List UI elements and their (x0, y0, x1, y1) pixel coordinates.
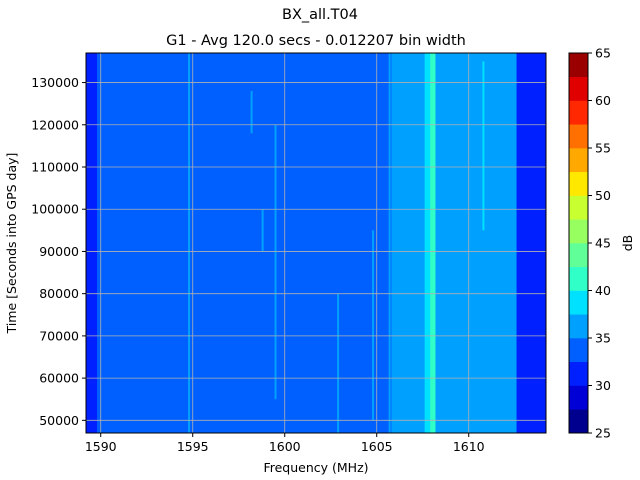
heatmap-spur (337, 293, 340, 433)
colorbar-swatch (569, 171, 588, 196)
colorbar-swatch (569, 409, 588, 434)
grid-lines (86, 53, 546, 433)
heatmap-band (339, 53, 374, 433)
chart-title: G1 - Avg 120.0 secs - 0.012207 bin width (166, 33, 466, 49)
x-tick-label: 1605 (361, 439, 393, 454)
heatmap-spur (261, 209, 264, 252)
y-tick-label: 60000 (39, 371, 79, 386)
y-tick-label: 100000 (31, 202, 79, 217)
heatmap-band (86, 53, 98, 433)
colorbar-swatch (569, 385, 588, 410)
colorbar-swatch (569, 314, 588, 339)
colorbar-swatch (569, 290, 588, 315)
heatmap-band (516, 53, 546, 433)
colorbar-ticks: 25 30 35 40 45 50 55 60 65 (588, 46, 611, 441)
y-tick-label: 110000 (31, 160, 79, 175)
colorbar-swatch (569, 100, 588, 125)
colorbar-swatch (569, 124, 588, 149)
y-tick-label: 90000 (39, 244, 79, 259)
colorbar: 25 30 35 40 45 50 55 60 65 dB (568, 46, 635, 441)
x-axis: 1590 1595 1600 1605 1610 (85, 433, 485, 454)
colorbar-tick-label: 25 (595, 426, 611, 441)
y-tick-label: 50000 (39, 413, 79, 428)
heatmap-band (373, 53, 392, 433)
y-axis: 50000 60000 70000 80000 90000 100000 110000 120… (31, 75, 86, 428)
colorbar-tick-label: 30 (595, 378, 611, 393)
heatmap-spur (372, 230, 375, 421)
colorbar-tick-label: 65 (595, 46, 611, 61)
x-axis-label: Frequency (MHz) (263, 460, 368, 475)
colorbar-swatch (569, 243, 588, 268)
plot-area (85, 52, 547, 434)
colorbar-swatch (569, 195, 588, 220)
x-tick-label: 1595 (177, 439, 209, 454)
y-axis-label: Time [Seconds into GPS day] (4, 153, 19, 335)
y-tick-label: 120000 (31, 117, 79, 132)
heatmap-spur (431, 53, 434, 433)
heatmap-spur (274, 124, 277, 400)
colorbar-swatches (569, 53, 588, 434)
x-tick-label: 1610 (453, 439, 485, 454)
colorbar-swatch (569, 219, 588, 244)
x-tick-label: 1590 (85, 439, 117, 454)
colorbar-tick-label: 35 (595, 331, 611, 346)
heatmap-spur (388, 53, 391, 433)
y-tick-label: 70000 (39, 328, 79, 343)
colorbar-swatch (569, 338, 588, 363)
heatmap-spur (188, 53, 191, 433)
heatmap-spur (399, 53, 402, 433)
colorbar-tick-label: 55 (595, 141, 611, 156)
heatmap-band (424, 53, 431, 433)
y-tick-label: 130000 (31, 75, 79, 90)
heatmap-band (435, 53, 517, 433)
colorbar-swatch (569, 53, 588, 78)
colorbar-label: dB (620, 235, 635, 252)
colorbar-tick-label: 50 (595, 188, 611, 203)
plot-frame (85, 52, 547, 434)
heatmap-band (391, 53, 425, 433)
heatmap-spur (408, 53, 411, 433)
heatmap-spur (482, 61, 485, 231)
colorbar-tick-label: 60 (595, 93, 611, 108)
spectrogram-heatmap (86, 53, 546, 433)
heatmap-spur (416, 53, 419, 433)
colorbar-tick-label: 45 (595, 236, 611, 251)
heatmap-spur (250, 91, 253, 134)
colorbar-swatch (569, 148, 588, 173)
colorbar-swatch (569, 266, 588, 291)
colorbar-swatch (569, 361, 588, 386)
colorbar-swatch (569, 76, 588, 101)
colorbar-tick-label: 40 (595, 283, 611, 298)
x-tick-label: 1600 (269, 439, 301, 454)
y-tick-label: 80000 (39, 286, 79, 301)
figure-suptitle: BX_all.T04 (282, 7, 358, 23)
